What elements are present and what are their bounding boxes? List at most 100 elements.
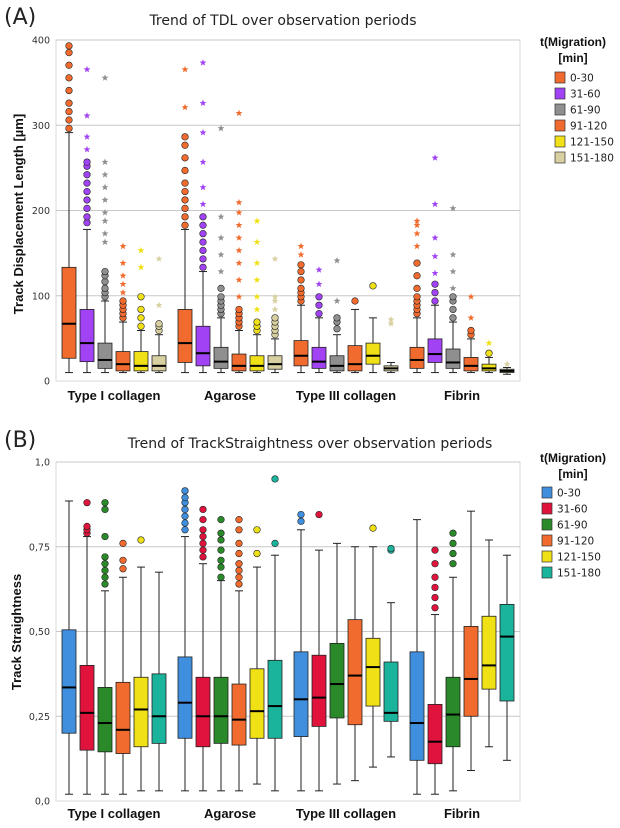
panel-b-outlier-point (101, 532, 109, 541)
panel-a-outlier-point (181, 187, 189, 196)
panel-b-box (195, 676, 211, 748)
panel-a-extreme-point (217, 267, 225, 275)
panel-a-legend-swatch (554, 87, 566, 100)
panel-a-extreme-point (387, 320, 395, 327)
panel-a-outlier-point (181, 133, 189, 141)
panel-a-outlier-point (253, 318, 261, 326)
panel-a-extreme-point (119, 242, 127, 250)
panel-a-outlier-point (413, 284, 421, 292)
panel-a-box (445, 348, 461, 369)
panel-b-outlier-point (217, 536, 225, 544)
panel-b-outlier-point (387, 544, 395, 553)
panel-b-category-label: Type III collagen (296, 806, 396, 821)
panel-a-extreme-point (199, 158, 207, 165)
panel-a-legend-label: 151-180 (570, 153, 614, 165)
panel-a-outlier-point (271, 314, 279, 322)
panel-a-extreme-point (101, 217, 109, 224)
panel-a-outlier-point (315, 301, 323, 309)
panel-b-outlier-point (199, 532, 207, 541)
panel-b-outlier-point (101, 499, 109, 507)
panel-a-outlier-point (199, 221, 207, 229)
panel-a-extreme-point (181, 103, 189, 111)
panel-b-y-tick-label: 1,0 (35, 458, 50, 469)
panel-a-extreme-point (253, 238, 261, 245)
panel-a-extreme-point (431, 269, 439, 277)
panel-b-box (231, 683, 247, 746)
panel-b-box (445, 676, 461, 748)
panel-b-outlier-point (235, 566, 243, 575)
panel-a-extreme-point (101, 171, 109, 178)
panel-b-outlier-point (235, 516, 243, 524)
panel-a-outlier-point (431, 288, 439, 297)
panel-b-y-tick-label: 0,25 (29, 712, 50, 723)
panel-b-outlier-point (119, 565, 127, 573)
panel-a-extreme-point (101, 238, 109, 245)
panel-a-y-tick-label: 0 (44, 377, 50, 388)
panel-a-outlier-point (333, 314, 341, 322)
panel-a-extreme-point (253, 217, 261, 224)
panel-b-outlier-point (253, 526, 261, 534)
panel-a-extreme-point (119, 280, 127, 288)
panel-a-box (231, 353, 247, 372)
panel-b-outlier-point (271, 475, 279, 483)
panel-a-outlier-point (199, 238, 207, 246)
panel-a-outlier-point (65, 124, 73, 133)
panel-a-outlier-point (83, 187, 91, 196)
panel-b-box (347, 619, 363, 726)
panel-b-outlier-point (271, 539, 279, 547)
panel-a-box (115, 351, 131, 372)
panel-a-box (133, 351, 149, 372)
panel-a-outlier-point (137, 293, 145, 301)
panel-b-y-axis-title: Track Straightness (9, 574, 24, 690)
panel-a-extreme-point (235, 198, 243, 206)
panel-b-legend-swatch (541, 550, 553, 563)
panel-a-outlier-point (83, 204, 91, 212)
panel-a-extreme-point (119, 288, 127, 296)
panel-a-extreme-point (217, 251, 225, 258)
panel-a-box (311, 346, 327, 369)
panel-a-extreme-point (235, 276, 243, 283)
panel-b-box (61, 629, 77, 734)
panel-a-outlier-point (369, 282, 377, 290)
panel-a-extreme-point (413, 230, 421, 237)
panel-a-legend-swatch (554, 71, 566, 84)
panel-b-legend-label: 91-120 (557, 536, 594, 548)
panel-a-outlier-point (83, 171, 91, 179)
panel-b-outlier-point (83, 499, 91, 507)
panel-b-legend-label: 31-60 (557, 504, 588, 516)
panel-b-outlier-point (431, 593, 439, 602)
panel-b-box (311, 654, 327, 727)
panel-a-outlier-point (181, 141, 189, 149)
panel-a-box (329, 355, 345, 372)
panel-a-box (427, 338, 443, 363)
panel-a-extreme-point (101, 196, 109, 203)
panel-a-extreme-point (101, 158, 109, 165)
panel-a-outlier-point (333, 325, 341, 333)
panel-b-category-label: Agarose (204, 806, 256, 821)
panel-b-box (409, 651, 425, 761)
panel-a-outlier-point (83, 158, 91, 166)
panel-a-extreme-point (387, 315, 395, 323)
panel-a-legend-swatch (554, 151, 566, 164)
panel-b-outlier-point (217, 546, 225, 554)
panel-b-box (481, 615, 497, 690)
panel-b-legend-swatch (541, 502, 553, 515)
panel-b-outlier-point (181, 512, 189, 520)
panel-a-outlier-point (449, 293, 457, 301)
panel-a-extreme-point (253, 305, 261, 313)
panel-a-box (213, 346, 229, 369)
panel-a-outlier-point (181, 196, 189, 204)
panel-a-outlier-point (315, 310, 323, 318)
panel-b-legend-swatch (541, 534, 553, 547)
panel-a-extreme-point (271, 297, 279, 304)
panel-b-outlier-point (449, 549, 457, 558)
panel-a-outlier-point (181, 221, 189, 229)
panel-a-extreme-point (315, 280, 323, 288)
panel-a-legend-label: 91-120 (570, 121, 607, 133)
panel-a-extreme-point (333, 257, 341, 264)
panel-b-outlier-point (101, 566, 109, 575)
panel-b-category-label: Fibrin (444, 806, 480, 821)
panel-a-extreme-point (271, 255, 279, 262)
panel-a-extreme-point (333, 297, 341, 304)
panel-a-title: Trend of TDL over observation periods (148, 13, 416, 29)
